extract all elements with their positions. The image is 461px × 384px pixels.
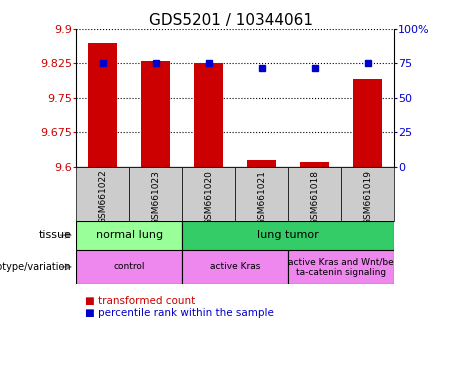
Bar <box>247 160 276 167</box>
Bar <box>76 221 182 250</box>
Text: GSM661019: GSM661019 <box>363 170 372 225</box>
Text: GSM661023: GSM661023 <box>151 170 160 225</box>
Text: GSM661022: GSM661022 <box>98 170 107 225</box>
Text: control: control <box>113 262 145 271</box>
Bar <box>288 167 341 221</box>
Text: active Kras and Wnt/be
ta-catenin signaling: active Kras and Wnt/be ta-catenin signal… <box>288 257 394 276</box>
Bar <box>300 162 329 167</box>
Bar <box>129 167 182 221</box>
Text: genotype/variation: genotype/variation <box>0 262 71 272</box>
Bar <box>182 167 235 221</box>
Bar <box>235 167 288 221</box>
Text: GSM661020: GSM661020 <box>204 170 213 225</box>
Bar <box>194 63 223 167</box>
Bar <box>76 250 182 284</box>
Bar <box>341 167 394 221</box>
Bar <box>288 250 394 284</box>
Bar <box>182 250 288 284</box>
Bar <box>141 61 170 167</box>
Bar <box>76 167 129 221</box>
Text: ■ percentile rank within the sample: ■ percentile rank within the sample <box>85 308 274 318</box>
Text: GSM661018: GSM661018 <box>310 170 319 225</box>
Text: GSM661021: GSM661021 <box>257 170 266 225</box>
Bar <box>182 221 394 250</box>
Text: lung tumor: lung tumor <box>257 230 319 240</box>
Text: active Kras: active Kras <box>210 262 260 271</box>
Text: ■ transformed count: ■ transformed count <box>85 296 195 306</box>
Text: GDS5201 / 10344061: GDS5201 / 10344061 <box>148 13 313 28</box>
Bar <box>88 43 117 167</box>
Bar <box>353 79 382 167</box>
Text: tissue: tissue <box>38 230 71 240</box>
Text: normal lung: normal lung <box>95 230 163 240</box>
